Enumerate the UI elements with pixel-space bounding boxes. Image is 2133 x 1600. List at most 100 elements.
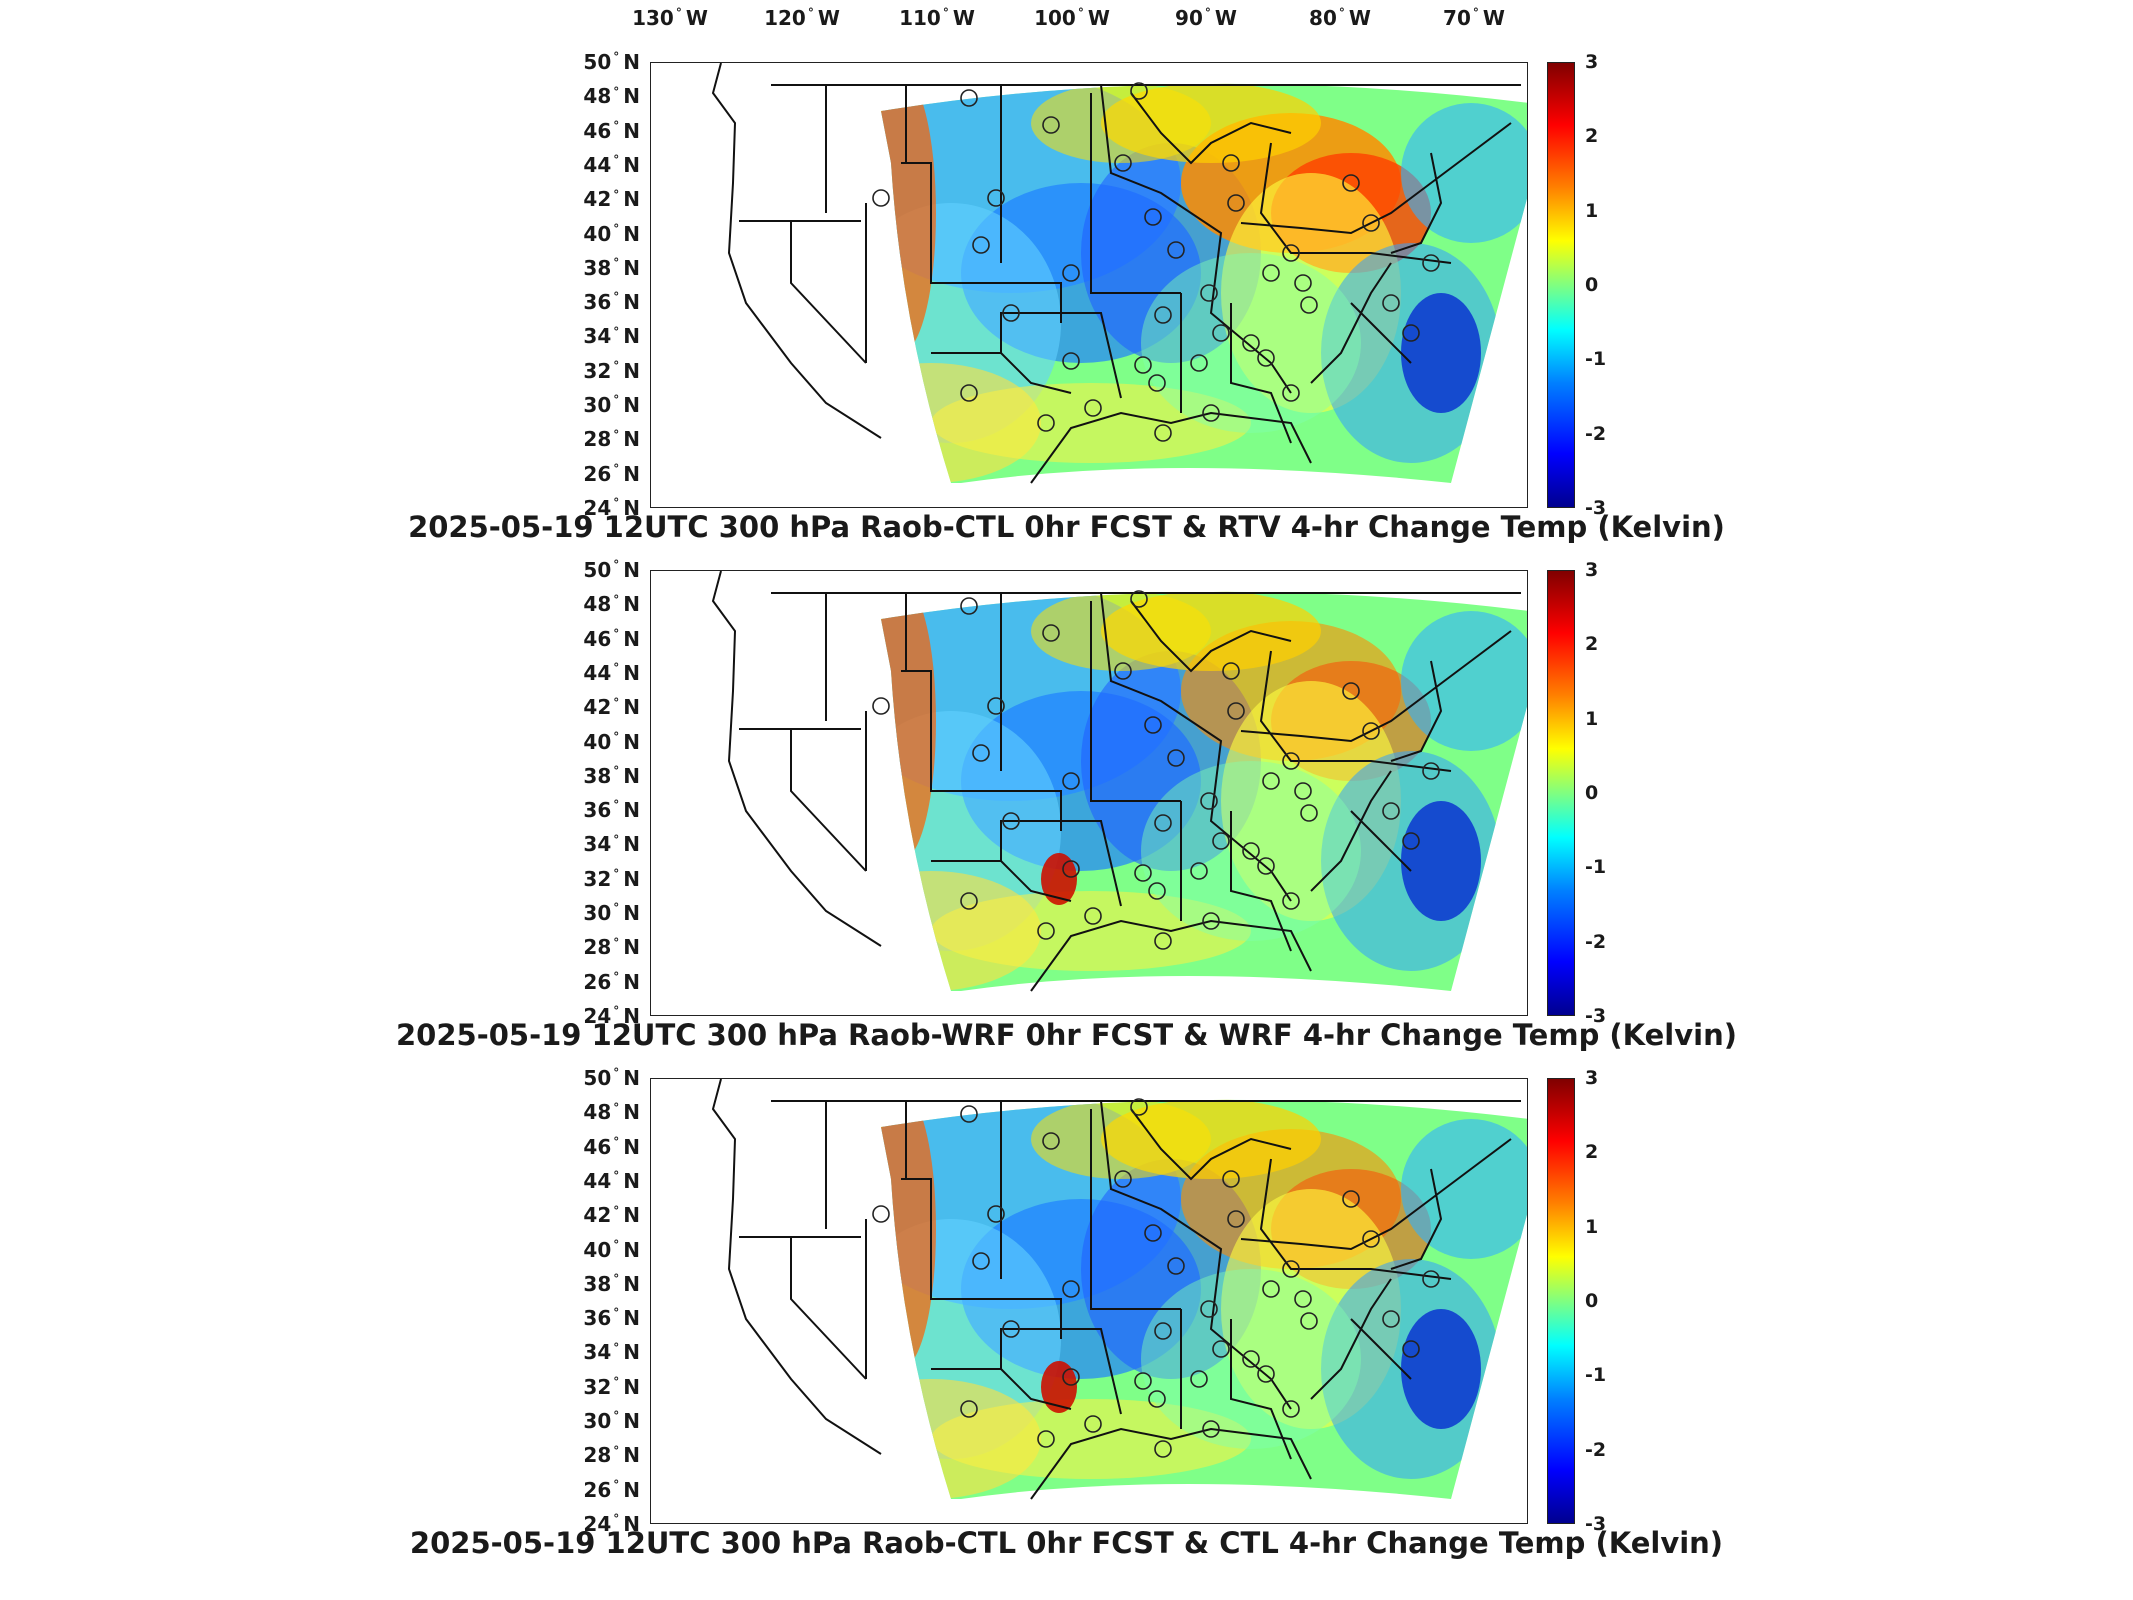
raob-station-marker bbox=[1130, 82, 1148, 100]
raob-station-marker bbox=[1002, 304, 1020, 322]
raob-station-marker bbox=[1037, 1430, 1055, 1448]
raob-station-marker bbox=[1037, 922, 1055, 940]
raob-station-marker bbox=[872, 697, 890, 715]
raob-station-marker bbox=[1154, 424, 1172, 442]
raob-station-marker bbox=[1144, 1224, 1162, 1242]
map-canvas bbox=[711, 1079, 1527, 1500]
lat-tick-label: 34 ° N bbox=[583, 324, 640, 349]
raob-station-marker bbox=[1037, 414, 1055, 432]
lat-tick-label: 42 ° N bbox=[583, 1203, 640, 1228]
raob-station-marker bbox=[1134, 356, 1152, 374]
raob-station-marker bbox=[1130, 1098, 1148, 1116]
raob-station-marker bbox=[1084, 907, 1102, 925]
colorbar-tick-label: -1 bbox=[1585, 1364, 1607, 1387]
raob-station-marker bbox=[1242, 842, 1260, 860]
lat-tick-label: 44 ° N bbox=[583, 152, 640, 177]
raob-station-marker bbox=[1300, 1312, 1318, 1330]
raob-station-marker bbox=[1257, 349, 1275, 367]
raob-station-marker bbox=[1062, 264, 1080, 282]
raob-station-marker bbox=[1154, 932, 1172, 950]
raob-station-marker bbox=[1342, 1190, 1360, 1208]
colorbar-tick-label: -3 bbox=[1585, 1005, 1607, 1027]
raob-station-marker bbox=[960, 1400, 978, 1418]
lat-tick-label: 30 ° N bbox=[583, 393, 640, 418]
raob-station-marker bbox=[1144, 208, 1162, 226]
raob-station-marker bbox=[960, 892, 978, 910]
lat-tick-label: 44 ° N bbox=[583, 660, 640, 685]
colorbar bbox=[1547, 62, 1575, 508]
raob-station-marker bbox=[1114, 154, 1132, 172]
raob-station-marker bbox=[1300, 804, 1318, 822]
raob-station-marker bbox=[1262, 1280, 1280, 1298]
raob-station-marker bbox=[1294, 782, 1312, 800]
map-frame bbox=[650, 570, 1528, 1016]
raob-station-marker bbox=[1362, 722, 1380, 740]
lon-tick-label: 70 ° W bbox=[1443, 6, 1505, 30]
raob-station-marker bbox=[1042, 116, 1060, 134]
colorbar-tick-label: -1 bbox=[1585, 348, 1607, 371]
map-frame bbox=[650, 62, 1528, 508]
colorbar-tick-label: 2 bbox=[1585, 1141, 1599, 1164]
map-canvas bbox=[711, 63, 1527, 484]
colorbar-tick-label: -1 bbox=[1585, 856, 1607, 879]
colorbar-tick-label: 0 bbox=[1585, 1290, 1599, 1312]
raob-station-marker bbox=[1212, 832, 1230, 850]
raob-station-marker bbox=[987, 1205, 1005, 1223]
map-canvas bbox=[711, 571, 1527, 992]
lat-tick-label: 26 ° N bbox=[583, 461, 640, 486]
raob-station-marker bbox=[1282, 384, 1300, 402]
lat-tick-label: 32 ° N bbox=[583, 1374, 640, 1399]
lon-tick-label: 100 ° W bbox=[1034, 6, 1110, 30]
colorbar-tick-label: -3 bbox=[1585, 1513, 1607, 1535]
lat-tick-label: 34 ° N bbox=[583, 832, 640, 857]
raob-station-marker bbox=[972, 236, 990, 254]
raob-station-marker bbox=[972, 744, 990, 762]
lat-tick-label: 46 ° N bbox=[583, 1134, 640, 1159]
raob-station-marker bbox=[1282, 1400, 1300, 1418]
lat-tick-label: 26 ° N bbox=[583, 969, 640, 994]
raob-station-marker bbox=[1300, 296, 1318, 314]
colorbar-tick-label: -2 bbox=[1585, 930, 1607, 953]
raob-station-marker bbox=[1402, 324, 1420, 342]
raob-station-marker bbox=[1062, 860, 1080, 878]
raob-station-marker bbox=[1242, 334, 1260, 352]
colorbar-tick-label: 3 bbox=[1585, 51, 1599, 73]
raob-station-marker bbox=[1200, 1300, 1218, 1318]
lat-tick-label: 28 ° N bbox=[583, 935, 640, 960]
lon-tick-label: 130 ° W bbox=[632, 6, 708, 30]
raob-station-marker bbox=[1062, 772, 1080, 790]
temperature-field bbox=[881, 1099, 1527, 1500]
colorbar-tick-label: 2 bbox=[1585, 633, 1599, 656]
raob-station-marker bbox=[1134, 864, 1152, 882]
raob-station-marker bbox=[960, 89, 978, 107]
colorbar-tick-label: 0 bbox=[1585, 274, 1599, 296]
map-panel: 50 ° N 48 ° N 46 ° N 44 ° N 42 ° N 40 ° N 38 ° N 36 ° N 34 ° N 32 ° N… bbox=[0, 1064, 2133, 1574]
raob-station-marker bbox=[1362, 214, 1380, 232]
lat-tick-label: 50 ° N bbox=[583, 1066, 640, 1090]
colorbar-tick-label: -3 bbox=[1585, 497, 1607, 519]
lat-tick-label: 44 ° N bbox=[583, 1168, 640, 1193]
raob-station-marker bbox=[872, 1205, 890, 1223]
panel-title: 2025-05-19 12UTC 300 hPa Raob-CTL 0hr FC… bbox=[409, 1526, 1724, 1560]
raob-station-marker bbox=[1222, 662, 1240, 680]
raob-stations bbox=[872, 590, 1440, 950]
lat-tick-label: 28 ° N bbox=[583, 1443, 640, 1468]
lat-tick-label: 42 ° N bbox=[583, 695, 640, 720]
raob-station-marker bbox=[1382, 1310, 1400, 1328]
lat-tick-label: 24 ° N bbox=[583, 1004, 640, 1028]
state-boundaries bbox=[711, 63, 1521, 484]
raob-station-marker bbox=[1202, 1420, 1220, 1438]
raob-station-marker bbox=[1282, 1260, 1300, 1278]
raob-station-marker bbox=[1422, 1270, 1440, 1288]
raob-station-marker bbox=[1167, 1257, 1185, 1275]
raob-station-marker bbox=[1402, 1340, 1420, 1358]
raob-station-marker bbox=[1422, 762, 1440, 780]
lat-tick-label: 40 ° N bbox=[583, 221, 640, 246]
raob-station-marker bbox=[1167, 749, 1185, 767]
raob-station-marker bbox=[1402, 832, 1420, 850]
raob-station-marker bbox=[1294, 274, 1312, 292]
raob-station-marker bbox=[1114, 662, 1132, 680]
colorbar-tick-label: -2 bbox=[1585, 422, 1607, 445]
raob-station-marker bbox=[1148, 1390, 1166, 1408]
raob-station-marker bbox=[1084, 1415, 1102, 1433]
